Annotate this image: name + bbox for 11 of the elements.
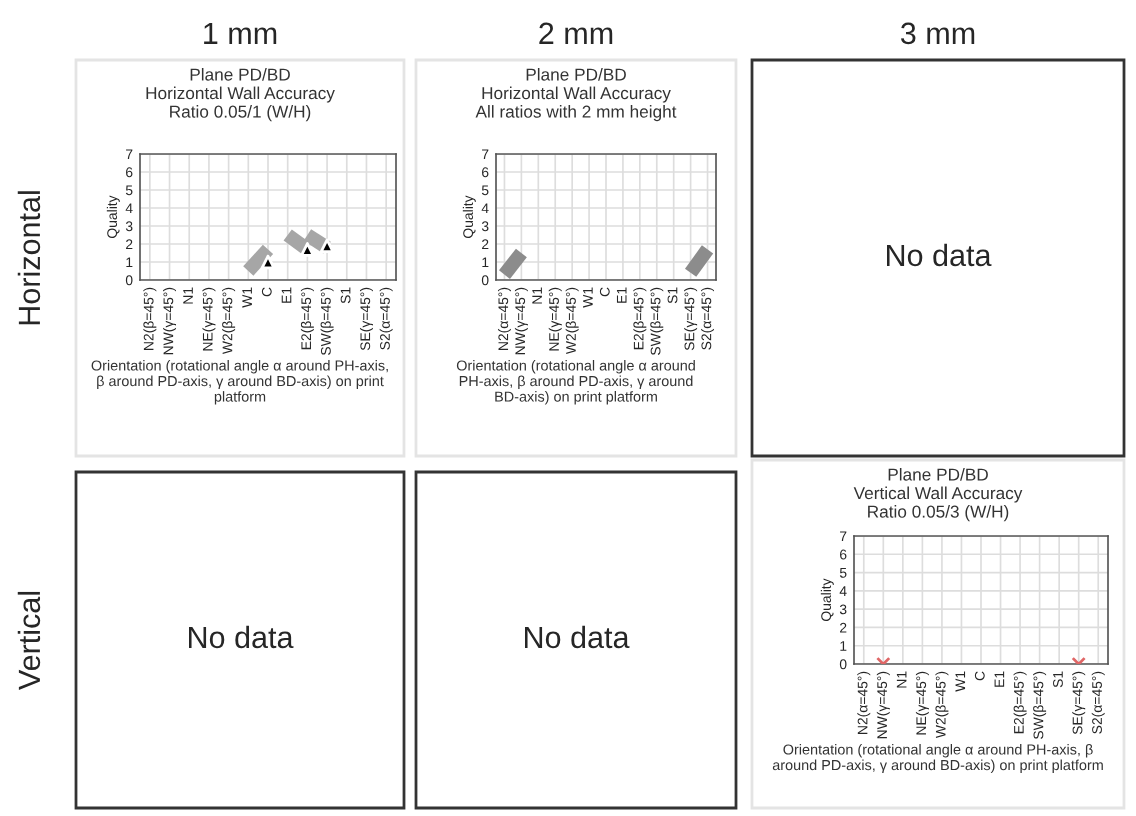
- text: No data: [525, 625, 630, 649]
- chart-title: Plane PD/BD Horizontal Wall Accuracy Ratio 0.05/1 (W/H): [146, 68, 335, 122]
- text: 1 mm: [204, 22, 277, 44]
- text: No data: [189, 625, 294, 649]
- text: 2 mm: [539, 22, 613, 44]
- text: No data: [887, 243, 992, 267]
- chart-title: Plane PD/BD Vertical Wall Accuracy Ratio 0.05/3 (W/H): [853, 468, 1023, 522]
- text: Vertical: [17, 591, 41, 690]
- chart-title: Plane PD/BD Horizontal Wall Accuracy All ratios with 2 mm height: [475, 68, 677, 122]
- text: 3 mm: [900, 22, 975, 45]
- text: Horizontal: [17, 191, 41, 325]
